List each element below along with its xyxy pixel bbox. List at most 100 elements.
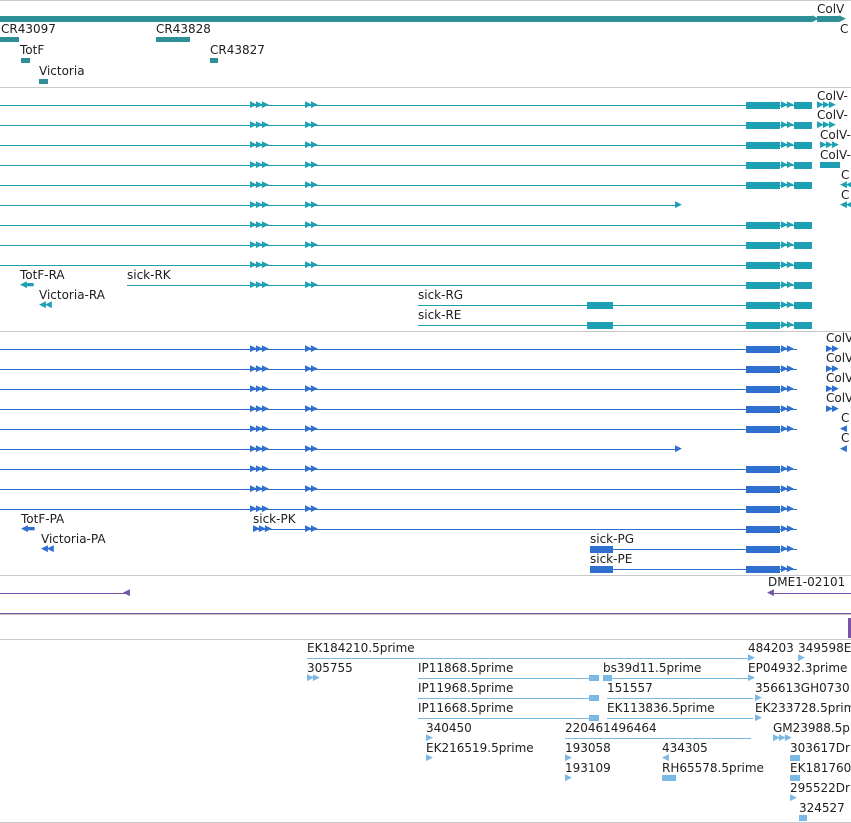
est-label[interactable]: EK181760 (790, 761, 851, 775)
ncrna-line-full[interactable] (0, 613, 851, 614)
protein-label-colv[interactable]: ColV (826, 351, 851, 365)
est-label[interactable]: EP04932.3prime (748, 661, 848, 675)
est-glyph[interactable]: ▶ (748, 673, 755, 683)
protein-label-victoria-pa[interactable]: Victoria-PA (41, 532, 106, 546)
est-label[interactable]: RH65578.5prime (662, 761, 764, 775)
est-label[interactable]: IP11968.5prime (418, 681, 514, 695)
gene-glyph-long[interactable] (0, 16, 812, 22)
transcript-label-sick-re[interactable]: sick-RE (418, 308, 462, 322)
gene-glyph-cr43827[interactable] (210, 58, 218, 63)
protein-line[interactable] (0, 389, 797, 390)
est-glyph[interactable]: ▶▶ (307, 673, 320, 683)
gene-glyph-victoria[interactable] (39, 79, 48, 84)
est-line[interactable] (418, 718, 598, 719)
est-label[interactable]: 193109 (565, 761, 611, 775)
est-label[interactable]: 305755 (307, 661, 353, 675)
transcript-glyph-totf-ra[interactable]: ◀▬ (20, 280, 34, 290)
transcript-label-c[interactable]: C (841, 188, 850, 202)
est-line[interactable] (565, 738, 751, 739)
transcript-label-sick-rk[interactable]: sick-RK (127, 268, 171, 282)
protein-glyph-victoria-pa[interactable]: ◀◀ (41, 544, 54, 554)
est-label[interactable]: 151557 (607, 681, 653, 695)
protein-line-sick-pg[interactable] (590, 549, 797, 550)
est-label[interactable]: IP11868.5prime (418, 661, 514, 675)
gene-label-cr43097[interactable]: CR43097 (1, 22, 56, 36)
ncrna-line[interactable] (0, 593, 130, 594)
protein-label-colv[interactable]: ColV (826, 391, 851, 405)
gene-label-c[interactable]: C (840, 22, 849, 36)
ncrna-label-dme1[interactable]: DME1-02101 (768, 575, 846, 589)
transcript-line[interactable] (0, 185, 812, 186)
est-label[interactable]: EK233728.5prime (755, 701, 851, 715)
protein-line[interactable] (0, 469, 797, 470)
protein-line-short[interactable] (0, 449, 678, 450)
transcript-label-c[interactable]: C (841, 168, 850, 182)
est-label[interactable]: EK184210.5prime (307, 641, 415, 655)
est-glyph[interactable]: ▶ (790, 793, 797, 803)
est-label[interactable]: GM23988.5p (773, 721, 850, 735)
est-glyph[interactable]: ▶ (426, 733, 433, 743)
est-glyph[interactable]: ▶ (798, 653, 805, 663)
est-label[interactable]: 193058 (565, 741, 611, 755)
gene-glyph-colv[interactable] (817, 16, 839, 22)
protein-glyph-totf-pa[interactable]: ◀▬ (21, 524, 35, 534)
est-label[interactable]: 484203 (748, 641, 794, 655)
transcript-label-sick-rg[interactable]: sick-RG (418, 288, 464, 302)
est-label[interactable]: 324527 (799, 801, 845, 815)
protein-label-colv[interactable]: ColV (826, 371, 851, 385)
est-line[interactable] (418, 678, 598, 679)
transcript-line-short[interactable] (0, 205, 678, 206)
protein-label-totf-pa[interactable]: TotF-PA (21, 512, 65, 526)
gene-glyph-cr43097[interactable] (0, 37, 19, 42)
est-glyph[interactable]: ▶▶▶ (773, 733, 792, 743)
protein-label-c[interactable]: C (841, 431, 850, 445)
ncrna-line-dme1[interactable] (770, 593, 851, 594)
protein-label-sick-pg[interactable]: sick-PG (590, 532, 634, 546)
est-glyph[interactable]: ▶ (755, 693, 762, 703)
protein-line[interactable] (0, 349, 797, 350)
gene-label-victoria[interactable]: Victoria (39, 64, 85, 78)
est-label[interactable]: IP11668.5prime (418, 701, 514, 715)
protein-line[interactable] (0, 369, 797, 370)
transcript-label-colv[interactable]: ColV- (820, 128, 851, 142)
est-glyph[interactable]: ◀ (662, 753, 669, 763)
est-label[interactable]: 434305 (662, 741, 708, 755)
transcript-line[interactable] (0, 245, 812, 246)
est-glyph[interactable]: ▶ (565, 753, 572, 763)
est-line[interactable] (607, 718, 753, 719)
protein-line-sick-pe[interactable] (590, 569, 797, 570)
est-line[interactable] (418, 698, 598, 699)
transcript-label-colv[interactable]: ColV- (817, 108, 848, 122)
protein-label-sick-pk[interactable]: sick-PK (253, 512, 296, 526)
transcript-line-sick-rk[interactable] (127, 285, 812, 286)
transcript-line[interactable] (0, 125, 812, 126)
transcript-line[interactable] (0, 265, 812, 266)
est-label[interactable]: 295522Dr (790, 781, 850, 795)
est-label[interactable]: 340450 (426, 721, 472, 735)
protein-label-c[interactable]: C (841, 411, 850, 425)
protein-line[interactable] (0, 429, 797, 430)
est-label[interactable]: 356613GH0730 (755, 681, 850, 695)
protein-line[interactable] (0, 409, 797, 410)
est-glyph[interactable]: ▶ (426, 753, 433, 763)
est-glyph[interactable]: ▶ (755, 713, 762, 723)
transcript-label-victoria-ra[interactable]: Victoria-RA (39, 288, 105, 302)
protein-line[interactable] (0, 489, 797, 490)
transcript-glyph-victoria-ra[interactable]: ◀◀ (39, 300, 52, 310)
protein-label-sick-pe[interactable]: sick-PE (590, 552, 633, 566)
transcript-line[interactable] (0, 105, 812, 106)
est-label[interactable]: EK216519.5prime (426, 741, 534, 755)
est-glyph[interactable]: ▶ (565, 773, 572, 783)
est-label[interactable]: 349598E (798, 641, 851, 655)
transcript-line[interactable] (0, 165, 812, 166)
est-label[interactable]: EK113836.5prime (607, 701, 715, 715)
gene-glyph-cr43828[interactable] (156, 37, 190, 42)
est-label[interactable]: bs39d11.5prime (603, 661, 702, 675)
est-label[interactable]: 303617Dr (790, 741, 850, 755)
est-label[interactable]: 220461496464 (565, 721, 657, 735)
est-glyph[interactable]: ▶ (748, 653, 755, 663)
transcript-line-sick-rg[interactable] (418, 305, 812, 306)
transcript-line-sick-re[interactable] (418, 325, 812, 326)
est-line[interactable] (607, 698, 753, 699)
est-line[interactable] (307, 658, 753, 659)
